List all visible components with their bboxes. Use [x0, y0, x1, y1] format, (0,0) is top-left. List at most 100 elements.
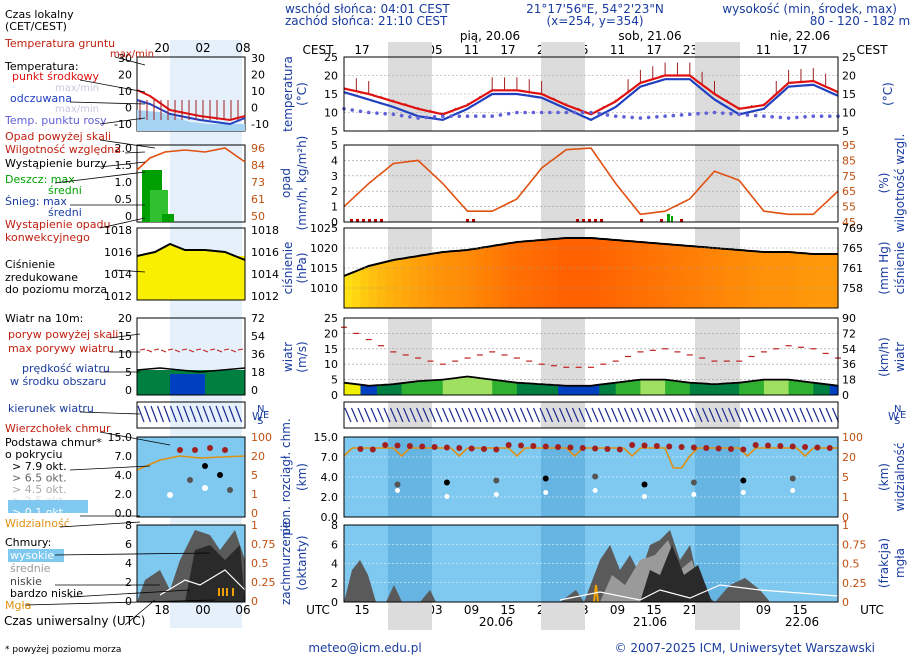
- legend-cloud-scale: 2.0: [115, 488, 133, 501]
- temp-scale-left: 25: [324, 51, 338, 64]
- legend-leader: [59, 521, 141, 528]
- legend-hum-scale: 50: [251, 210, 265, 223]
- wind-fill: [689, 382, 699, 395]
- wind-arrow: [389, 407, 398, 423]
- cloud-base-dot: [394, 442, 401, 449]
- axis-label-cover_unit: (oktanty): [295, 535, 309, 590]
- pressure-fill: [516, 241, 526, 308]
- legend-fog: Mgła: [5, 599, 31, 612]
- cloud-base-dot: [752, 442, 759, 448]
- wind-arrow: [617, 407, 625, 423]
- legend-temp-scale-r: 10: [251, 85, 265, 98]
- wind-arrow: [402, 407, 411, 423]
- pressure-fill: [714, 248, 724, 308]
- legend-fog-scale: 1: [251, 519, 258, 532]
- pressure-fill: [409, 256, 419, 308]
- cloud-frame: [343, 436, 839, 518]
- temp-scale-right: 20: [842, 70, 856, 83]
- dew-point-dot: [572, 110, 577, 115]
- legend-hum-scale: 61: [251, 193, 265, 206]
- wind-scale: 10: [324, 358, 338, 371]
- cloud-base-dot-low: [493, 477, 500, 484]
- legend-leader: [54, 171, 146, 184]
- legend-gust: [237, 348, 244, 351]
- legend-cloud-fill: [137, 437, 245, 517]
- dew-point-dot: [506, 111, 511, 116]
- night-band: [695, 402, 740, 428]
- wind-fill: [352, 384, 362, 395]
- fog-scale: 0.75: [842, 538, 867, 551]
- pressure-fill: [533, 240, 543, 308]
- wind-arrow: [675, 407, 684, 423]
- pressure-fill: [772, 252, 781, 308]
- wind-arrow: [662, 407, 671, 423]
- legend-cloud-dot: [177, 447, 183, 453]
- legend-cloud-dot: [222, 447, 228, 453]
- pressure-fill: [813, 254, 823, 308]
- convective-marker: [368, 219, 371, 222]
- night-band-bottom: [388, 602, 432, 630]
- wind-arrow: [370, 407, 378, 423]
- cloud-base-dot-low: [592, 473, 599, 480]
- cloud-base-dot: [802, 444, 809, 450]
- wind-fill: [730, 382, 740, 395]
- pressure-fill: [442, 251, 452, 308]
- wind-arrow: [649, 407, 658, 423]
- pressure-fill: [698, 247, 707, 308]
- axis-label-vis: widzialność: [893, 443, 907, 512]
- utc-label-right: UTC: [860, 603, 884, 617]
- legend-wind2-scale: 0: [251, 384, 258, 397]
- legend-cover-frame: [136, 524, 246, 603]
- pressure-line: [343, 237, 838, 277]
- cloud-base-dot: [765, 442, 772, 449]
- legend-temp-line: [136, 89, 246, 122]
- dew-point-dot: [622, 115, 626, 119]
- legend-leader: [114, 269, 146, 273]
- pressure-fill: [393, 259, 403, 308]
- legend-wind2-scale: 36: [251, 348, 265, 361]
- dew-point-dot: [630, 115, 634, 120]
- wind-fill: [763, 379, 773, 395]
- legend-wind-mean2: w środku obszaru: [10, 375, 106, 388]
- legend-wind2-scale: 72: [251, 312, 265, 325]
- legend-leader: [69, 465, 151, 471]
- legend-leader: [24, 599, 216, 606]
- cover-frame: [343, 524, 839, 603]
- dew-point-dot: [490, 114, 495, 118]
- cloud-base-dot: [826, 445, 833, 451]
- cest-tick: 23: [683, 43, 698, 57]
- cloud-base-dot: [505, 442, 512, 448]
- legend-cloud-frame: [136, 436, 246, 518]
- cloud-base-dot: [406, 443, 413, 449]
- rain-bar: [671, 216, 673, 222]
- cover-scale: 8: [331, 519, 338, 532]
- convective-marker: [356, 219, 359, 222]
- night-band-top: [695, 42, 740, 57]
- compass-s: S: [894, 416, 900, 427]
- convective-marker: [582, 219, 585, 222]
- legend-dir-frame: [136, 401, 246, 429]
- wind-arrow: [818, 407, 827, 423]
- pressure-fill: [788, 252, 798, 308]
- cloud-scale: 0.0: [321, 511, 339, 524]
- day-label: nie, 22.06: [770, 29, 830, 43]
- wind-arrow: [350, 407, 359, 423]
- legend-press-frame: [136, 227, 246, 301]
- legend-midpoint: punkt środkowy: [12, 70, 100, 83]
- wind-arrow: [708, 407, 716, 423]
- cloud-base-dot: [480, 446, 487, 452]
- pressure-fill: [805, 253, 814, 308]
- wind-fill: [623, 381, 633, 395]
- legend-cloud-dot: [187, 477, 193, 483]
- legend-okt-bg: [8, 500, 88, 513]
- cloud-base-dot: [468, 445, 475, 452]
- press-scale: 1010: [310, 282, 338, 295]
- press-mm-scale: 765: [842, 242, 863, 255]
- legend-wind-arrow: [176, 405, 184, 423]
- legend-leader: [69, 101, 146, 105]
- pressure-fill: [607, 239, 617, 308]
- legend-okt: > 0.1 okt.: [12, 506, 67, 519]
- legend-vlow: bardzo niskie: [10, 587, 83, 600]
- legend-humidity: [136, 147, 246, 171]
